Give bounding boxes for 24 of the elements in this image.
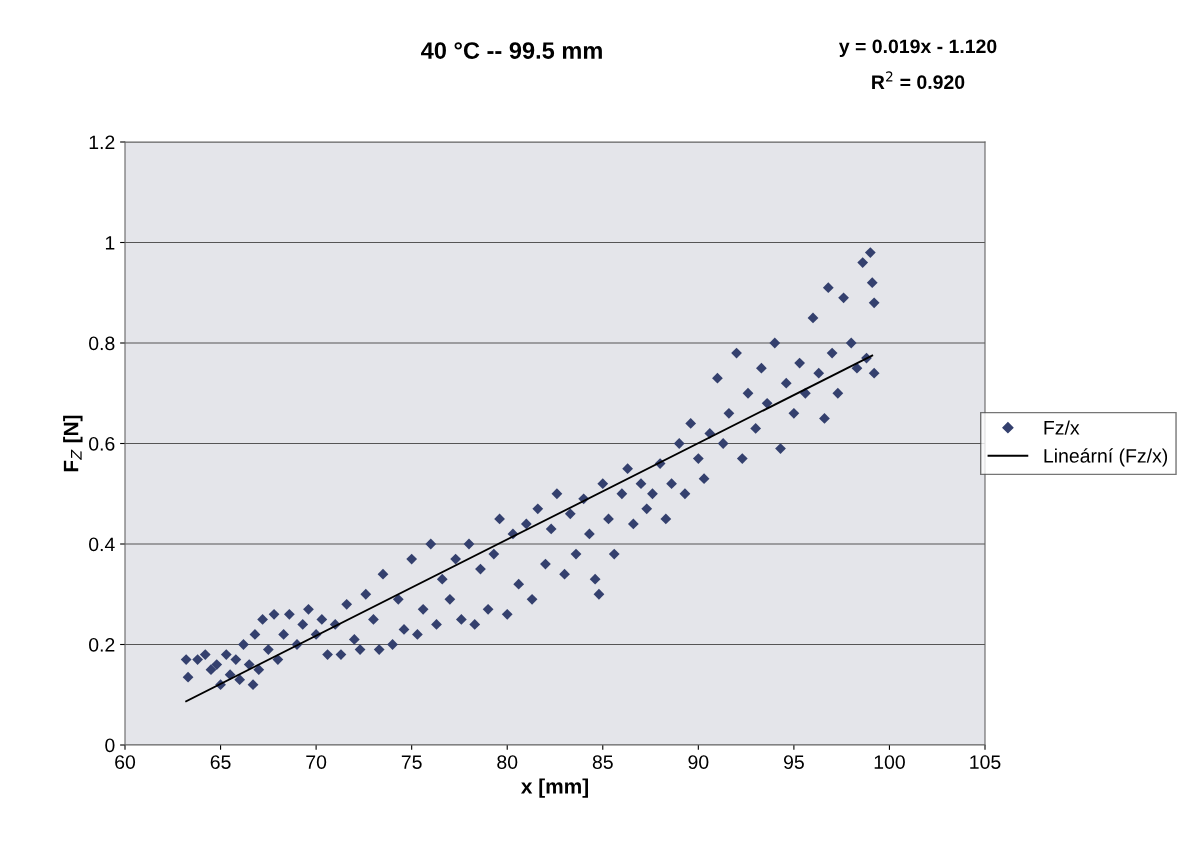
x-tick-label: 105: [970, 755, 1001, 769]
legend-label: Lineární (Fz/x): [1044, 448, 1168, 467]
text: y = 0.019x - 1.120: [838, 39, 997, 58]
x-tick-label: 60: [115, 755, 136, 769]
x-tick-label: 90: [688, 755, 709, 769]
x-tick-label: 100: [874, 755, 905, 769]
text: R$^{2}$ = 0.920: [872, 71, 965, 90]
x-tick-label: 85: [592, 755, 613, 769]
y-axis-title: F$_{Z}$ [N]: [63, 415, 83, 472]
y-tick-label: 0.2: [89, 637, 115, 652]
y-tick-label: 1: [105, 236, 115, 250]
legend-label: Fz/x: [1044, 420, 1080, 435]
x-tick-label: 75: [401, 755, 422, 769]
y-tick-label: 0.6: [89, 436, 115, 451]
x-axis-title: x [mm]: [520, 778, 588, 798]
y-tick-label: 0.4: [89, 537, 115, 552]
y-tick-label: 0.8: [89, 336, 115, 351]
y-tick-label: 0: [105, 738, 115, 753]
x-tick-label: 65: [210, 755, 231, 769]
chart-title: 40 °C -- 99.5 mm: [421, 42, 602, 59]
y-tick-label: 1.2: [89, 135, 115, 150]
x-tick-label: 95: [783, 755, 804, 769]
x-tick-label: 70: [306, 755, 327, 769]
x-tick-label: 80: [497, 755, 518, 769]
